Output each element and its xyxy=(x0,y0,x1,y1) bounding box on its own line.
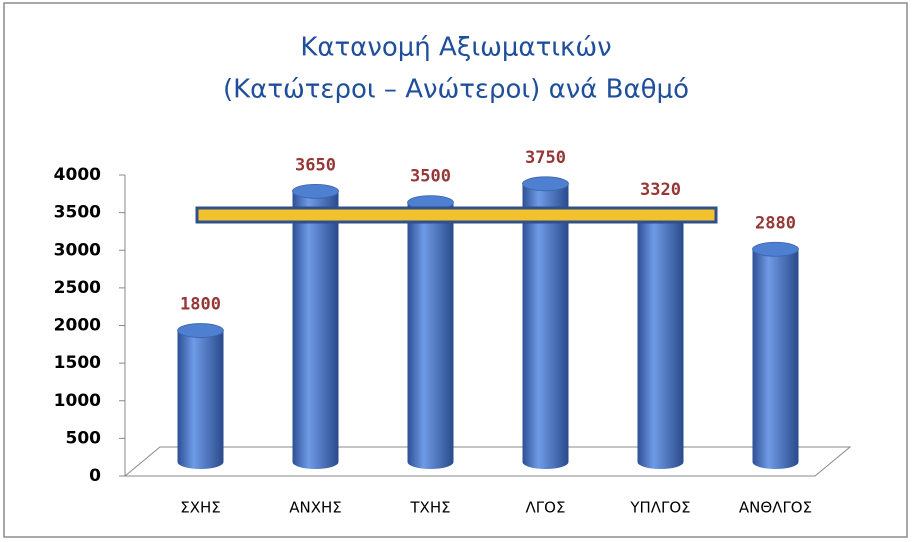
x-tick-label: ΥΠΛΓΟΣ xyxy=(629,499,690,517)
y-tick-label: 3500 xyxy=(54,203,101,223)
value-label: 3320 xyxy=(640,180,681,200)
bar xyxy=(292,183,339,469)
x-tick-label: ΑΝΘΛΓΟΣ xyxy=(739,499,812,517)
bar-body xyxy=(177,330,224,469)
y-tick-label: 4000 xyxy=(54,165,101,185)
bar-top xyxy=(522,176,569,192)
y-tick-label: 1000 xyxy=(54,391,101,411)
x-tick-label: ΑΝΧΗΣ xyxy=(289,499,342,517)
x-tick-label: ΣΧΗΣ xyxy=(180,499,221,517)
y-tick-label: 0 xyxy=(89,466,101,486)
bar xyxy=(522,176,569,469)
value-label: 3750 xyxy=(525,148,566,168)
bar-body xyxy=(637,216,684,469)
y-tick-label: 500 xyxy=(66,428,102,448)
y-tick-label: 1500 xyxy=(54,353,101,373)
chart-title: Κατανομή Αξιωματικών xyxy=(300,33,611,63)
value-label: 2880 xyxy=(755,213,796,233)
bar-body xyxy=(752,249,799,469)
bar-body xyxy=(292,191,339,469)
bar-top xyxy=(177,323,224,338)
bar xyxy=(637,208,684,469)
floor xyxy=(123,446,852,477)
chart-subtitle: (Κατώτεροι – Ανώτεροι) ανά Βαθμό xyxy=(223,75,689,105)
bar-top xyxy=(752,241,799,257)
highlight-band xyxy=(195,206,718,224)
value-label: 3650 xyxy=(295,155,336,175)
bar xyxy=(177,323,224,469)
bar-top xyxy=(292,183,339,199)
y-tick-label: 2000 xyxy=(54,316,101,336)
value-label: 1800 xyxy=(180,295,221,315)
y-tick-label: 2500 xyxy=(54,278,101,298)
value-label: 3500 xyxy=(410,167,451,187)
x-tick-label: ΛΓΟΣ xyxy=(526,499,566,517)
bar xyxy=(752,241,799,469)
y-tick-label: 3000 xyxy=(54,240,101,260)
x-tick-label: ΤΧΗΣ xyxy=(409,499,450,517)
bar-body xyxy=(522,183,569,469)
bar-body xyxy=(407,202,454,469)
bar xyxy=(407,195,454,469)
